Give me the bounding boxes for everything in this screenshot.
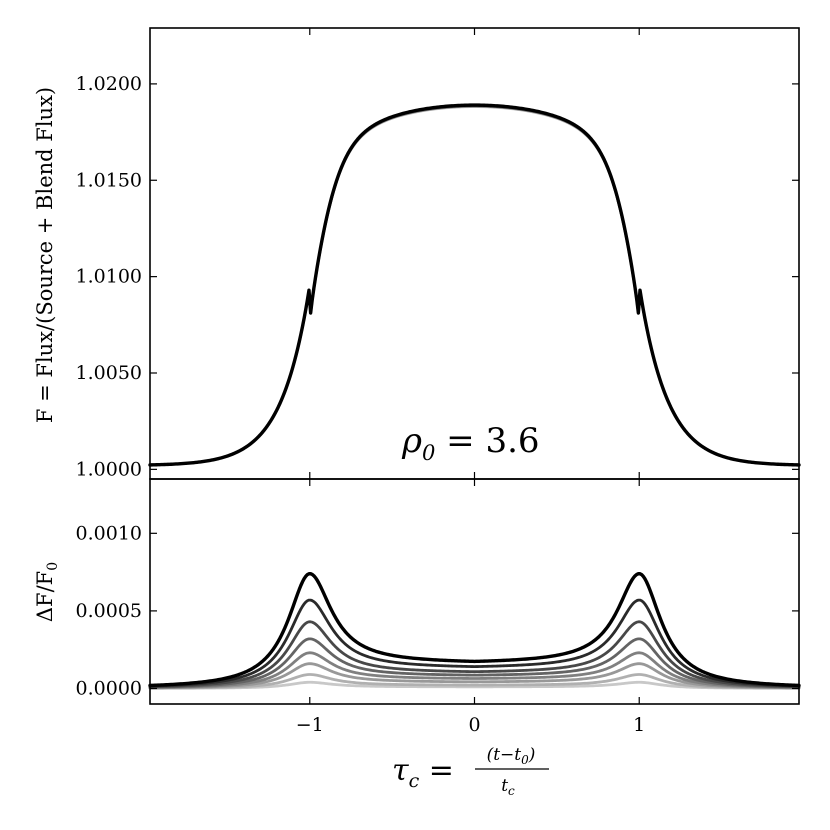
x-axis-label: τc = (t−t0) tc bbox=[392, 745, 549, 798]
top-series-line-1 bbox=[148, 105, 801, 467]
bottom-panel-curves bbox=[148, 572, 801, 690]
top-series-line-8 bbox=[148, 103, 801, 467]
bottom-y-tick-label: 0.0010 bbox=[76, 522, 142, 544]
x-axis-label-equals: = bbox=[419, 753, 454, 788]
bottom-series-line-1 bbox=[148, 680, 801, 690]
bottom-series-line-6 bbox=[148, 620, 801, 689]
top-y-tick-label: 1.0050 bbox=[76, 362, 142, 384]
top-series-line-4 bbox=[148, 104, 801, 467]
x-tick-label: −1 bbox=[296, 714, 324, 736]
top-series-line-7 bbox=[148, 104, 801, 467]
x-axis-label-denominator: tc bbox=[501, 776, 515, 798]
x-axis-label-tau: τc = bbox=[392, 753, 454, 792]
top-series-line-3 bbox=[148, 104, 801, 467]
top-panel-curves bbox=[148, 103, 801, 467]
x-axis-label-numerator: (t−t0) bbox=[487, 745, 536, 767]
bottom-y-axis-label-main: ΔF/F bbox=[33, 571, 57, 622]
top-y-axis-label: F = Flux/(Source + Blend Flux) bbox=[33, 87, 57, 423]
x-axis-label-denominator-sub: c bbox=[508, 784, 515, 798]
x-axis-label-numerator-sub: 0 bbox=[521, 753, 529, 767]
axis-tick-labels: 1.0000 1.0050 1.0100 1.0150 1.0200 0.0000 0.00… bbox=[76, 73, 646, 736]
bottom-series-line-2 bbox=[148, 673, 801, 690]
bottom-series-line-5 bbox=[148, 637, 801, 689]
rho-annotation: ρ0 = 3.6 bbox=[401, 421, 540, 465]
top-panel-frame bbox=[149, 27, 800, 480]
x-tick-label: 1 bbox=[633, 714, 645, 736]
rho-annotation-value: = 3.6 bbox=[435, 421, 539, 461]
bottom-y-axis-label: ΔF/F0 bbox=[33, 562, 61, 622]
top-series-line-6 bbox=[148, 104, 801, 467]
axis-ticks bbox=[150, 28, 799, 704]
top-y-tick-label: 1.0200 bbox=[76, 73, 142, 95]
top-y-tick-label: 1.0000 bbox=[76, 458, 142, 480]
top-y-tick-label: 1.0100 bbox=[76, 266, 142, 288]
bottom-y-tick-label: 0.0000 bbox=[76, 677, 142, 699]
bottom-series-line-4 bbox=[148, 651, 801, 689]
top-y-tick-label: 1.0150 bbox=[76, 169, 142, 191]
bottom-series-line-3 bbox=[148, 662, 801, 690]
bottom-series-line-7 bbox=[148, 598, 801, 688]
bottom-y-tick-label: 0.0005 bbox=[76, 600, 142, 622]
x-tick-label: 0 bbox=[468, 714, 480, 736]
x-axis-label-tau-sub: c bbox=[409, 770, 420, 792]
rho-annotation-symbol: ρ bbox=[401, 421, 422, 461]
x-axis-label-numerator-close: ) bbox=[528, 745, 536, 765]
rho-annotation-sub: 0 bbox=[422, 441, 435, 465]
bottom-series-line-8 bbox=[148, 572, 801, 688]
top-series-line-2 bbox=[148, 105, 801, 467]
top-series-line-5 bbox=[148, 104, 801, 467]
bottom-y-axis-label-sub: 0 bbox=[45, 562, 61, 571]
